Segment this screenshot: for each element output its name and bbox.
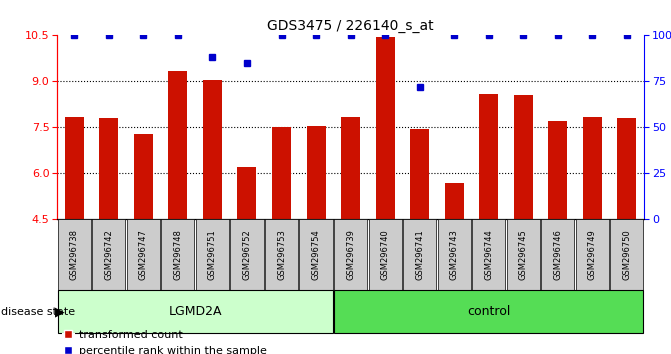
Text: GSM296740: GSM296740 — [380, 229, 390, 280]
Bar — [617, 118, 636, 219]
Bar — [168, 71, 187, 219]
Bar — [272, 127, 291, 219]
Bar — [507, 219, 540, 290]
Text: GSM296743: GSM296743 — [450, 229, 459, 280]
Text: GSM296754: GSM296754 — [311, 229, 321, 280]
Bar — [334, 219, 367, 290]
Bar — [134, 133, 153, 219]
Bar — [127, 219, 160, 290]
Text: GSM296752: GSM296752 — [242, 229, 252, 280]
Bar — [196, 219, 229, 290]
Bar — [307, 126, 325, 219]
Text: GSM296739: GSM296739 — [346, 229, 355, 280]
Bar — [161, 219, 195, 290]
Bar — [99, 118, 118, 219]
Text: control: control — [467, 305, 511, 318]
Bar — [514, 95, 533, 219]
Bar — [58, 219, 91, 290]
Bar — [576, 219, 609, 290]
Text: GSM296748: GSM296748 — [173, 229, 183, 280]
Bar — [341, 117, 360, 219]
Bar — [203, 80, 222, 219]
Title: GDS3475 / 226140_s_at: GDS3475 / 226140_s_at — [267, 19, 434, 33]
Bar — [93, 219, 125, 290]
Bar — [583, 117, 602, 219]
Bar — [437, 219, 471, 290]
Bar — [472, 219, 505, 290]
Bar — [548, 121, 567, 219]
Bar — [238, 167, 256, 219]
Bar — [334, 290, 643, 333]
Text: GSM296750: GSM296750 — [623, 229, 631, 280]
Bar — [299, 219, 333, 290]
Text: GSM296738: GSM296738 — [70, 229, 79, 280]
Text: disease state: disease state — [1, 307, 74, 316]
Text: GSM296745: GSM296745 — [519, 229, 528, 280]
Bar — [230, 219, 264, 290]
Bar — [445, 183, 464, 219]
Bar — [541, 219, 574, 290]
Bar — [265, 219, 298, 290]
Text: LGMD2A: LGMD2A — [168, 305, 222, 318]
Text: GSM296742: GSM296742 — [104, 229, 113, 280]
Bar — [376, 37, 395, 219]
Bar — [403, 219, 436, 290]
Bar — [58, 290, 333, 333]
Bar — [611, 219, 643, 290]
Bar — [65, 117, 84, 219]
Text: GSM296751: GSM296751 — [208, 229, 217, 280]
Bar — [410, 129, 429, 219]
Bar — [368, 219, 402, 290]
Text: GSM296749: GSM296749 — [588, 229, 597, 280]
Text: GSM296741: GSM296741 — [415, 229, 424, 280]
Text: ▶: ▶ — [55, 305, 64, 318]
Text: GSM296753: GSM296753 — [277, 229, 286, 280]
Text: GSM296746: GSM296746 — [554, 229, 562, 280]
Bar — [479, 94, 499, 219]
Text: GSM296747: GSM296747 — [139, 229, 148, 280]
Legend: transformed count, percentile rank within the sample: transformed count, percentile rank withi… — [62, 330, 267, 354]
Text: GSM296744: GSM296744 — [484, 229, 493, 280]
